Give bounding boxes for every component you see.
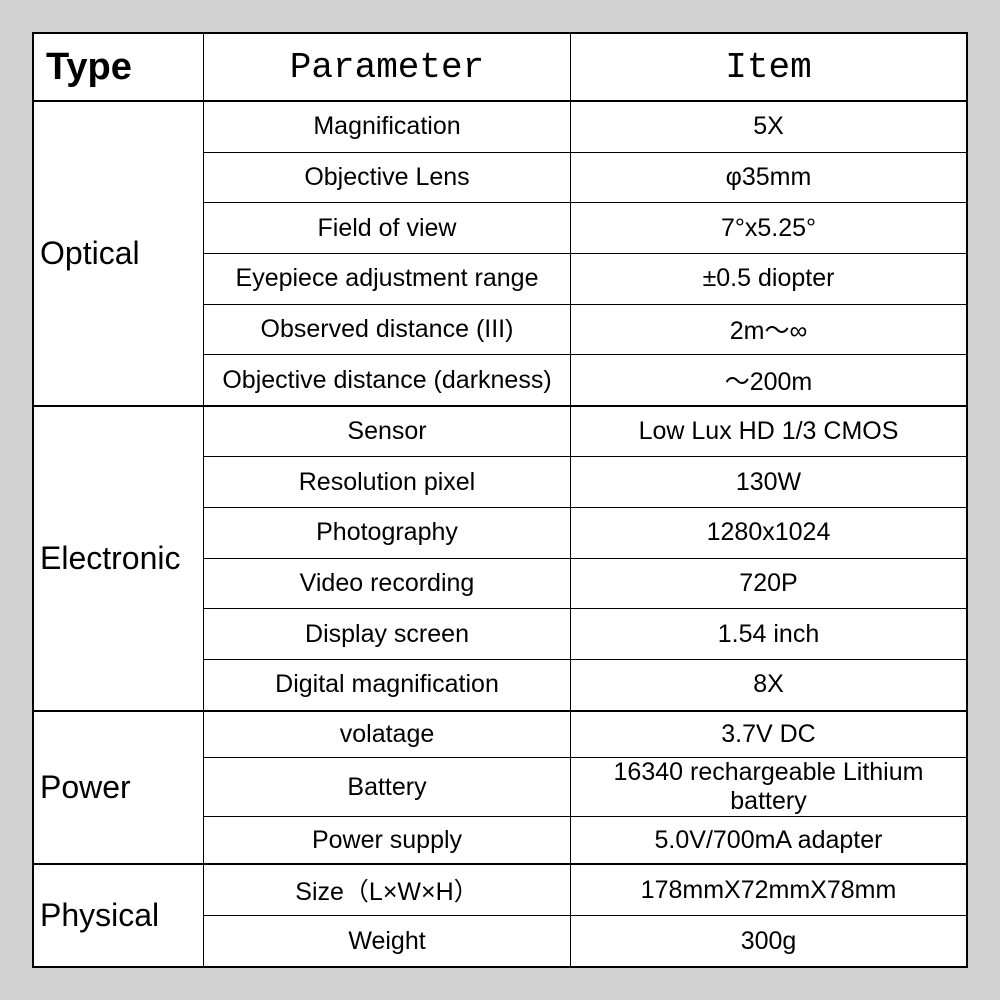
table-row: Magnification5X <box>204 102 966 153</box>
group-electronic: Electronic SensorLow Lux HD 1/3 CMOS Res… <box>34 407 966 712</box>
table-row: Size（L×W×H）178mmX72mmX78mm <box>204 865 966 916</box>
param-cell: Field of view <box>204 203 571 253</box>
item-cell: 1280x1024 <box>571 508 966 558</box>
table-row: Digital magnification8X <box>204 660 966 710</box>
param-cell: Magnification <box>204 102 571 152</box>
item-cell: 7°x5.25° <box>571 203 966 253</box>
item-cell: 178mmX72mmX78mm <box>571 865 966 915</box>
table-row: Eyepiece adjustment range±0.5 diopter <box>204 254 966 305</box>
group-physical: Physical Size（L×W×H）178mmX72mmX78mm Weig… <box>34 865 966 966</box>
param-cell: Objective distance (darkness) <box>204 355 571 405</box>
item-cell: 1.54 inch <box>571 609 966 659</box>
group-rows-electronic: SensorLow Lux HD 1/3 CMOS Resolution pix… <box>204 407 966 710</box>
table-row: Photography1280x1024 <box>204 508 966 559</box>
param-cell: Observed distance (III) <box>204 305 571 355</box>
table-row: volatage3.7V DC <box>204 712 966 759</box>
param-cell: Power supply <box>204 817 571 863</box>
group-label-physical: Physical <box>34 865 204 966</box>
table-row: Video recording720P <box>204 559 966 610</box>
item-cell: 8X <box>571 660 966 710</box>
table-row: Field of view7°x5.25° <box>204 203 966 254</box>
item-cell: 16340 rechargeable Lithium battery <box>571 758 966 816</box>
param-cell: Display screen <box>204 609 571 659</box>
param-cell: Video recording <box>204 559 571 609</box>
param-cell: Objective Lens <box>204 153 571 203</box>
header-parameter: Parameter <box>204 34 571 100</box>
group-power: Power volatage3.7V DC Battery16340 recha… <box>34 712 966 865</box>
item-cell: 3.7V DC <box>571 712 966 758</box>
table-row: Resolution pixel130W <box>204 457 966 508</box>
table-row: Observed distance (III)2m～∞ <box>204 305 966 356</box>
group-label-optical: Optical <box>34 102 204 405</box>
table-row: Objective distance (darkness)～200m <box>204 355 966 405</box>
header-item: Item <box>571 34 966 100</box>
header-type: Type <box>34 34 204 100</box>
item-cell: 2m～∞ <box>571 305 966 355</box>
table-row: Objective Lensφ35mm <box>204 153 966 204</box>
item-cell: ～200m <box>571 355 966 405</box>
param-cell: Weight <box>204 916 571 966</box>
table-header-row: Type Parameter Item <box>34 34 966 102</box>
param-cell: Size（L×W×H） <box>204 865 571 915</box>
param-cell: Digital magnification <box>204 660 571 710</box>
item-cell: ±0.5 diopter <box>571 254 966 304</box>
table-row: Battery16340 rechargeable Lithium batter… <box>204 758 966 817</box>
group-rows-optical: Magnification5X Objective Lensφ35mm Fiel… <box>204 102 966 405</box>
item-cell: Low Lux HD 1/3 CMOS <box>571 407 966 457</box>
spec-table: Type Parameter Item Optical Magnificatio… <box>32 32 968 968</box>
param-cell: Photography <box>204 508 571 558</box>
item-cell: φ35mm <box>571 153 966 203</box>
group-optical: Optical Magnification5X Objective Lensφ3… <box>34 102 966 407</box>
param-cell: Battery <box>204 758 571 816</box>
item-cell: 130W <box>571 457 966 507</box>
item-cell: 720P <box>571 559 966 609</box>
item-cell: 5X <box>571 102 966 152</box>
param-cell: Eyepiece adjustment range <box>204 254 571 304</box>
item-cell: 5.0V/700mA adapter <box>571 817 966 863</box>
item-cell: 300g <box>571 916 966 966</box>
table-row: Display screen1.54 inch <box>204 609 966 660</box>
table-row: SensorLow Lux HD 1/3 CMOS <box>204 407 966 458</box>
param-cell: volatage <box>204 712 571 758</box>
param-cell: Sensor <box>204 407 571 457</box>
group-rows-physical: Size（L×W×H）178mmX72mmX78mm Weight300g <box>204 865 966 966</box>
group-rows-power: volatage3.7V DC Battery16340 rechargeabl… <box>204 712 966 863</box>
param-cell: Resolution pixel <box>204 457 571 507</box>
group-label-electronic: Electronic <box>34 407 204 710</box>
table-row: Weight300g <box>204 916 966 966</box>
group-label-power: Power <box>34 712 204 863</box>
table-row: Power supply5.0V/700mA adapter <box>204 817 966 863</box>
